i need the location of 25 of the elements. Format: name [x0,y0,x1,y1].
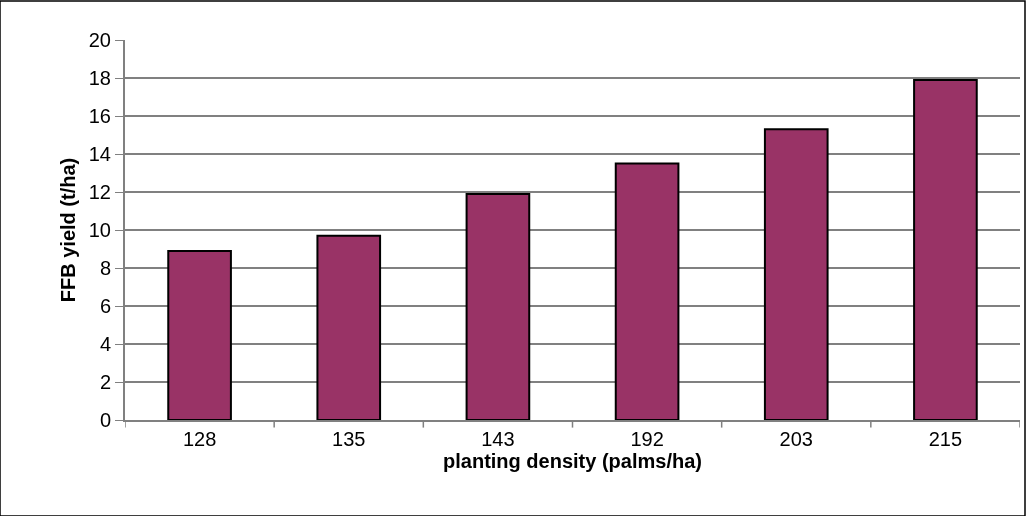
bar [913,78,978,420]
x-tick-label: 135 [332,428,366,450]
y-tick-label: 6 [99,295,111,317]
y-axis-title: FFB yield (t/ha) [56,157,79,303]
y-tick-label: 2 [99,371,111,393]
bar [465,192,531,420]
x-tick-label: 192 [630,428,664,450]
y-tick-label: 14 [88,143,111,165]
x-tick-label: 215 [928,428,963,450]
bar [167,249,232,420]
y-tick-label: 0 [99,409,111,431]
x-tick-label: 143 [481,428,515,450]
bar [614,162,680,420]
y-tick-label: 8 [99,257,111,279]
y-tick-label: 16 [88,105,111,127]
x-tick-label: 203 [779,428,813,450]
x-tick-label: 128 [182,428,217,450]
bar [316,234,382,420]
y-tick-label: 20 [88,29,111,51]
y-tick-label: 18 [88,67,111,89]
y-tick-label: 10 [88,219,111,241]
x-axis-title: planting density (palms/ha) [443,450,702,472]
bar [763,128,829,420]
y-tick-label: 4 [99,333,111,355]
y-tick-label: 12 [88,181,111,203]
